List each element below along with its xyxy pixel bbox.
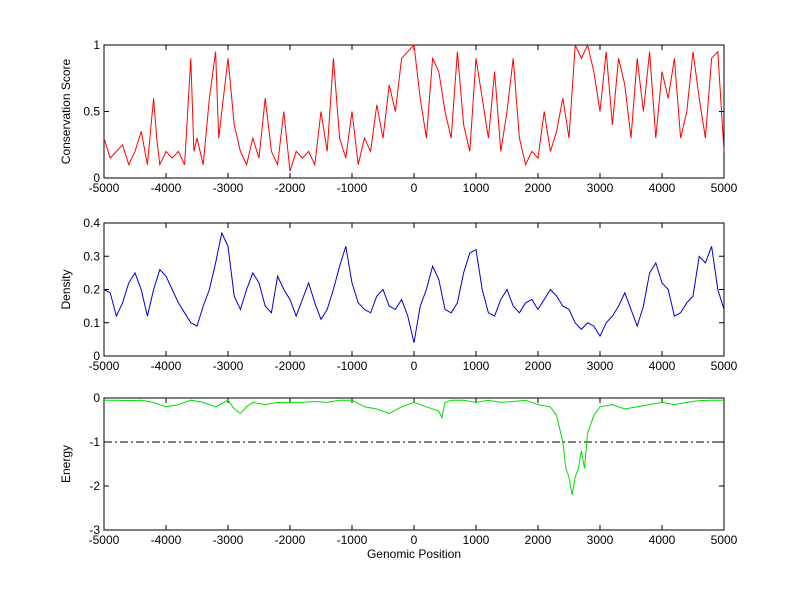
x-tick-label: -3000 (213, 181, 244, 195)
x-tick-label: -3000 (213, 359, 244, 373)
x-tick-label: 4000 (649, 533, 676, 547)
x-tick-label: -2000 (275, 181, 306, 195)
y-axis-title: Density (59, 269, 73, 309)
y-tick-label: 0.3 (83, 249, 100, 263)
x-tick-label: -1000 (337, 533, 368, 547)
x-tick-label: 5000 (711, 533, 738, 547)
y-tick-label: -2 (89, 479, 100, 493)
x-tick-label: -5000 (89, 181, 120, 195)
x-tick-label: 2000 (525, 359, 552, 373)
x-tick-label: -4000 (151, 181, 182, 195)
x-tick-label: -1000 (337, 359, 368, 373)
x-tick-label: -2000 (275, 359, 306, 373)
x-axis-title: Genomic Position (367, 547, 461, 561)
axes-frame (103, 397, 725, 531)
y-tick-label: -1 (89, 435, 100, 449)
chart-panel-1: -5000 -4000 -3000 -2000 -1000 0 1000 2000 3000 40… (59, 38, 738, 195)
x-tick-label: 1000 (463, 181, 490, 195)
x-tick-label: 1000 (463, 533, 490, 547)
y-tick-label: -3 (89, 523, 100, 537)
y-tick-label: 0 (93, 349, 100, 363)
x-tick-label: -5000 (89, 359, 120, 373)
x-tick-label: 0 (411, 181, 418, 195)
x-tick-label: -4000 (151, 533, 182, 547)
x-tick-label: -1000 (337, 181, 368, 195)
x-tick-label: 4000 (649, 359, 676, 373)
x-tick-label: 3000 (587, 359, 614, 373)
x-tick-label: 4000 (649, 181, 676, 195)
x-tick-label: 1000 (463, 359, 490, 373)
x-tick-label: 3000 (587, 533, 614, 547)
x-tick-label: -4000 (151, 359, 182, 373)
y-tick-label: 1 (93, 38, 100, 52)
y-tick-label: 0 (93, 391, 100, 405)
y-axis-title: Conservation Score (59, 58, 73, 164)
x-tick-label: 3000 (587, 181, 614, 195)
x-tick-label: -5000 (89, 533, 120, 547)
series-line-1 (103, 43, 725, 172)
x-tick-label: 0 (411, 533, 418, 547)
x-tick-label: 5000 (711, 181, 738, 195)
y-tick-label: 0.4 (83, 216, 100, 230)
chart-panels: -5000 -4000 -3000 -2000 -1000 0 1000 2000 3000 40… (59, 38, 738, 561)
axes-frame (103, 44, 725, 179)
y-tick-label: 0.2 (83, 283, 100, 297)
x-tick-label: 2000 (525, 533, 552, 547)
axes-frame (103, 222, 725, 357)
x-tick-label: 0 (411, 359, 418, 373)
series-line-1 (104, 399, 724, 495)
y-tick-label: 0.5 (83, 105, 100, 119)
chart-panel-3: -5000 -4000 -3000 -2000 -1000 0 1000 2000 3000 40… (59, 391, 738, 561)
y-axis-title: Energy (59, 445, 73, 483)
y-tick-label: 0.1 (83, 316, 100, 330)
chart-panel-2: -5000 -4000 -3000 -2000 -1000 0 1000 2000 3000 40… (59, 216, 738, 373)
series-line-1 (103, 231, 725, 343)
x-tick-label: 2000 (525, 181, 552, 195)
x-tick-label: -3000 (213, 533, 244, 547)
y-tick-label: 0 (93, 171, 100, 185)
x-tick-label: -2000 (275, 533, 306, 547)
x-tick-label: 5000 (711, 359, 738, 373)
